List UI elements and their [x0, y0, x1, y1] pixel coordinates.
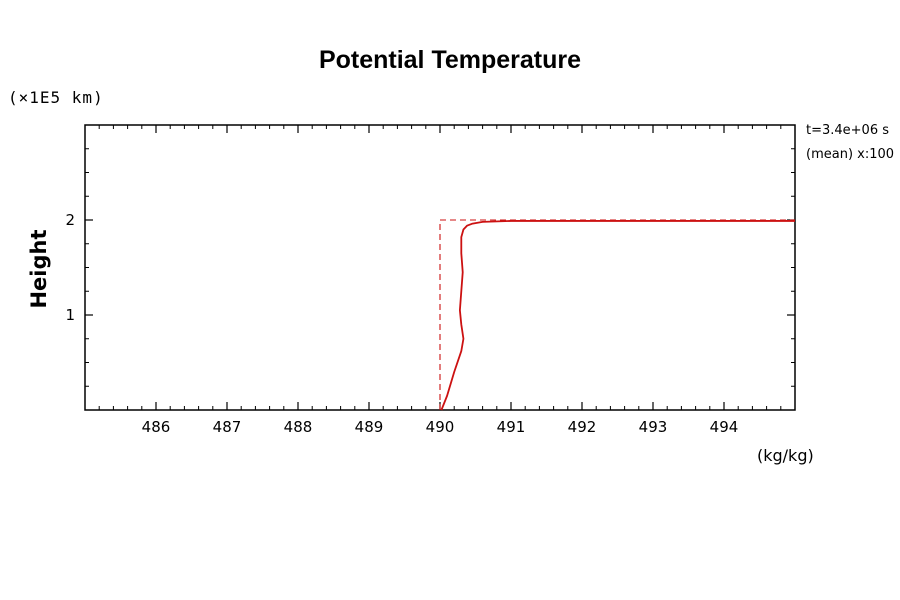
annotation-mean: (mean) x:100 [806, 147, 895, 162]
x-tick-label: 491 [497, 418, 526, 436]
y-tick-label: 1 [65, 306, 75, 324]
x-tick-label: 490 [426, 418, 455, 436]
x-tick-label: 489 [355, 418, 384, 436]
mean-profile-line [440, 220, 795, 411]
annotation-time: t=3.4e+06 s [806, 123, 890, 138]
initial-profile-line [439, 219, 795, 410]
x-tick-label: 493 [639, 418, 668, 436]
y-axis-label: Height [27, 229, 51, 309]
y-tick-label: 2 [65, 211, 75, 229]
chart-title: Potential Temperature [318, 46, 582, 74]
x-axis-unit-label: (kg/kg) [757, 446, 814, 465]
x-tick-label: 492 [568, 418, 597, 436]
x-tick-label: 494 [710, 418, 739, 436]
y-axis-unit-label: (×1E5 km) [8, 88, 104, 107]
x-tick-label: 487 [213, 418, 242, 436]
x-tick-label: 488 [284, 418, 313, 436]
x-tick-label: 486 [142, 418, 171, 436]
plot-canvas: 486 487 488 489 490 491 492 493 494 1 2 [65, 124, 796, 436]
